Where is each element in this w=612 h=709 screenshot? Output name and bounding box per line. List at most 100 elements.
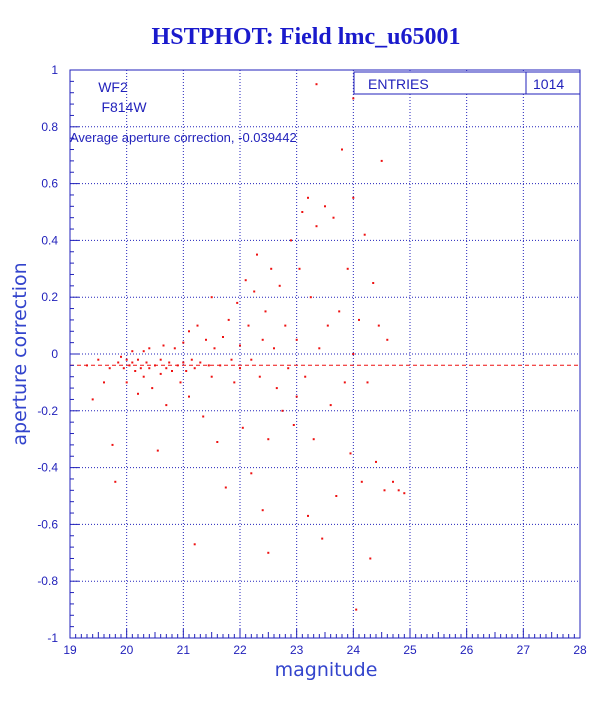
y-tick-label: -0.4 bbox=[37, 461, 58, 475]
data-point bbox=[173, 347, 176, 350]
stats-entries-value: 1014 bbox=[533, 76, 564, 92]
data-point bbox=[156, 449, 159, 452]
data-point bbox=[120, 355, 122, 358]
axis-ticks bbox=[69, 69, 581, 639]
data-point bbox=[295, 395, 298, 398]
data-point bbox=[230, 358, 233, 361]
data-point bbox=[182, 361, 185, 364]
data-point bbox=[97, 358, 100, 361]
data-point bbox=[253, 290, 256, 293]
data-point bbox=[182, 341, 185, 344]
y-tick-label: -0.6 bbox=[37, 517, 58, 531]
x-tick-label: 19 bbox=[63, 643, 77, 657]
data-point bbox=[278, 284, 281, 287]
data-point bbox=[250, 358, 253, 361]
data-point bbox=[159, 358, 162, 361]
data-point bbox=[241, 426, 244, 429]
data-point bbox=[335, 495, 338, 497]
data-point bbox=[188, 330, 190, 333]
data-point bbox=[298, 267, 301, 270]
data-point bbox=[142, 350, 145, 353]
data-point bbox=[307, 514, 309, 517]
data-point bbox=[261, 338, 264, 341]
data-point bbox=[244, 279, 247, 282]
data-point bbox=[366, 381, 369, 384]
data-point bbox=[207, 364, 210, 367]
x-tick-label: 23 bbox=[290, 643, 304, 657]
data-point bbox=[165, 404, 168, 407]
data-point bbox=[343, 381, 346, 384]
data-point bbox=[352, 97, 355, 100]
data-point bbox=[148, 367, 151, 370]
data-point bbox=[247, 324, 250, 327]
x-tick-label: 24 bbox=[347, 643, 361, 657]
data-point bbox=[332, 216, 335, 219]
data-point bbox=[267, 551, 270, 554]
data-point bbox=[386, 338, 389, 341]
data-point bbox=[216, 441, 219, 443]
data-point bbox=[239, 344, 241, 347]
data-point bbox=[108, 367, 111, 370]
data-point bbox=[315, 83, 318, 86]
chart-title: HSTPHOT: Field lmc_u65001 bbox=[151, 24, 461, 50]
data-point bbox=[256, 253, 258, 256]
data-point bbox=[318, 347, 321, 350]
data-point bbox=[227, 318, 230, 321]
data-point bbox=[338, 310, 341, 313]
data-point bbox=[168, 361, 171, 364]
data-point bbox=[341, 148, 343, 151]
data-point bbox=[281, 409, 284, 412]
data-point bbox=[275, 387, 278, 390]
filter-label: F814W bbox=[101, 99, 147, 115]
data-point bbox=[188, 395, 190, 398]
x-tick-label: 22 bbox=[233, 643, 247, 657]
data-point bbox=[210, 296, 213, 299]
data-point bbox=[233, 381, 236, 384]
data-point bbox=[162, 344, 165, 347]
y-tick-label: -1 bbox=[47, 631, 58, 645]
data-point bbox=[196, 324, 199, 327]
data-point bbox=[355, 608, 358, 611]
x-tick-label: 20 bbox=[120, 643, 134, 657]
data-point bbox=[326, 324, 329, 327]
data-point bbox=[349, 452, 352, 455]
data-point bbox=[185, 370, 188, 372]
data-point bbox=[315, 225, 318, 228]
data-point bbox=[131, 350, 134, 353]
data-point bbox=[137, 358, 139, 361]
stats-entries-label: ENTRIES bbox=[368, 76, 429, 92]
data-point bbox=[301, 211, 304, 213]
x-tick-label: 25 bbox=[403, 643, 417, 657]
data-point bbox=[151, 387, 154, 390]
data-point bbox=[205, 338, 207, 341]
data-point bbox=[131, 361, 134, 364]
data-point bbox=[292, 424, 295, 426]
data-point bbox=[380, 159, 383, 162]
data-point bbox=[360, 480, 363, 483]
grid-lines bbox=[70, 70, 580, 638]
data-point bbox=[358, 318, 360, 321]
data-point bbox=[202, 415, 205, 418]
x-tick-label: 28 bbox=[573, 643, 587, 657]
data-point bbox=[307, 196, 309, 199]
y-tick-label: 0.8 bbox=[41, 120, 58, 134]
y-axis-title: aperture correction bbox=[9, 262, 31, 445]
data-point bbox=[222, 336, 224, 338]
data-point bbox=[290, 239, 292, 242]
data-point bbox=[287, 367, 290, 370]
data-point bbox=[125, 358, 128, 361]
data-point bbox=[165, 367, 168, 370]
data-point bbox=[369, 557, 372, 560]
y-tick-label: 0.2 bbox=[41, 290, 58, 304]
data-point bbox=[403, 492, 406, 495]
y-tick-label: 0.6 bbox=[41, 177, 58, 191]
data-point bbox=[236, 301, 239, 304]
data-point bbox=[324, 205, 326, 208]
data-point bbox=[114, 480, 117, 483]
data-point bbox=[363, 233, 366, 236]
data-point bbox=[137, 392, 139, 395]
x-tick-label: 26 bbox=[460, 643, 474, 657]
average-correction-label: Average aperture correction, -0.039442 bbox=[70, 130, 297, 145]
x-axis-title: magnitude bbox=[275, 659, 378, 681]
